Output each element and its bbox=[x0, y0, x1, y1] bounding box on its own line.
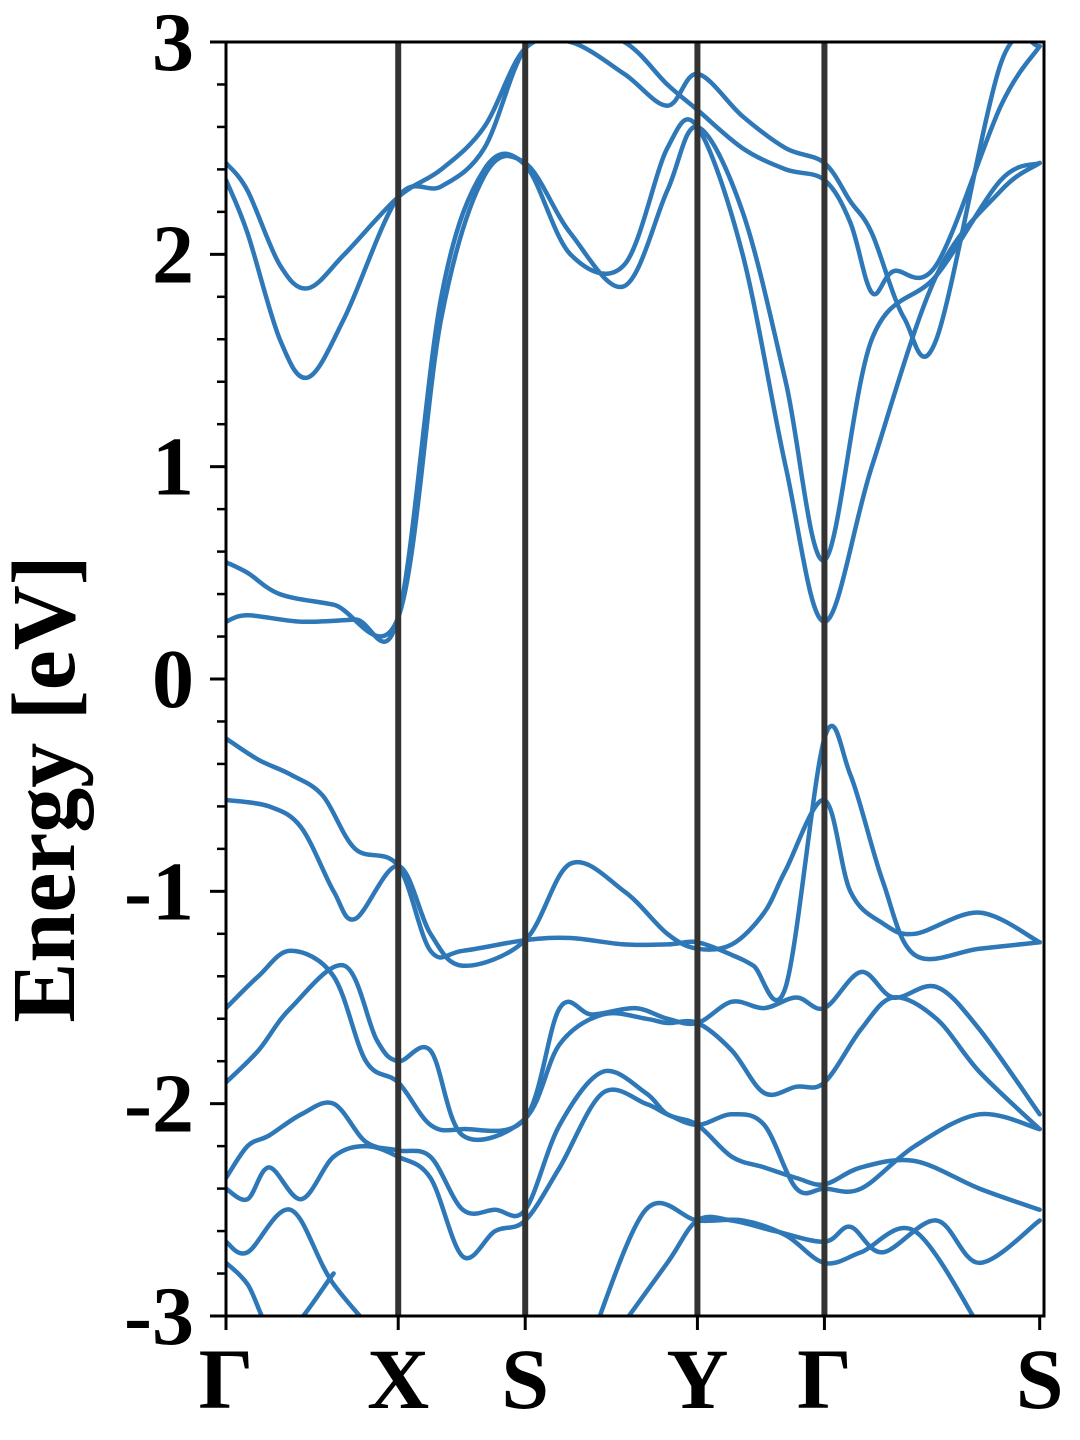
band-line-4 bbox=[226, 42, 1042, 359]
band-line-2 bbox=[226, 124, 1042, 639]
y-tick-label: 3 bbox=[152, 0, 194, 89]
band-line-6 bbox=[226, 797, 1042, 968]
high-symmetry-lines bbox=[395, 42, 828, 1316]
band-line-9 bbox=[226, 1068, 1042, 1219]
y-tick-label: 1 bbox=[152, 421, 194, 514]
band-line-12 bbox=[226, 1260, 336, 1316]
y-tick-label: 2 bbox=[152, 208, 194, 301]
band-line-10 bbox=[226, 1087, 1042, 1261]
y-tick-label: -3 bbox=[124, 1270, 194, 1363]
y-tick-label: 0 bbox=[152, 633, 194, 726]
x-tick-label: S bbox=[1016, 1331, 1064, 1427]
band-line-8 bbox=[226, 963, 1042, 1142]
band-line-14 bbox=[597, 1200, 976, 1316]
band-line-11 bbox=[226, 1207, 363, 1316]
x-tick-label: Y bbox=[666, 1331, 728, 1427]
band-line-1 bbox=[226, 117, 1042, 644]
y-tick-label: -1 bbox=[124, 845, 194, 938]
x-tick-label: S bbox=[501, 1331, 549, 1427]
band-line-5 bbox=[226, 723, 1042, 1003]
plot-frame bbox=[224, 40, 1046, 1318]
y-axis-title: Energy [eV] bbox=[0, 555, 94, 1022]
x-tick-label: X bbox=[367, 1331, 429, 1427]
band-line-7 bbox=[226, 948, 1042, 1134]
band-line-3 bbox=[226, 42, 1042, 381]
band-lines bbox=[226, 42, 1042, 1316]
y-tick-label: -2 bbox=[124, 1058, 194, 1151]
y-axis-ticks: -3 -2 -1 0 1 2 3 bbox=[124, 0, 226, 1363]
x-tick-label: Γ bbox=[797, 1331, 852, 1427]
x-tick-label: Γ bbox=[199, 1331, 254, 1427]
